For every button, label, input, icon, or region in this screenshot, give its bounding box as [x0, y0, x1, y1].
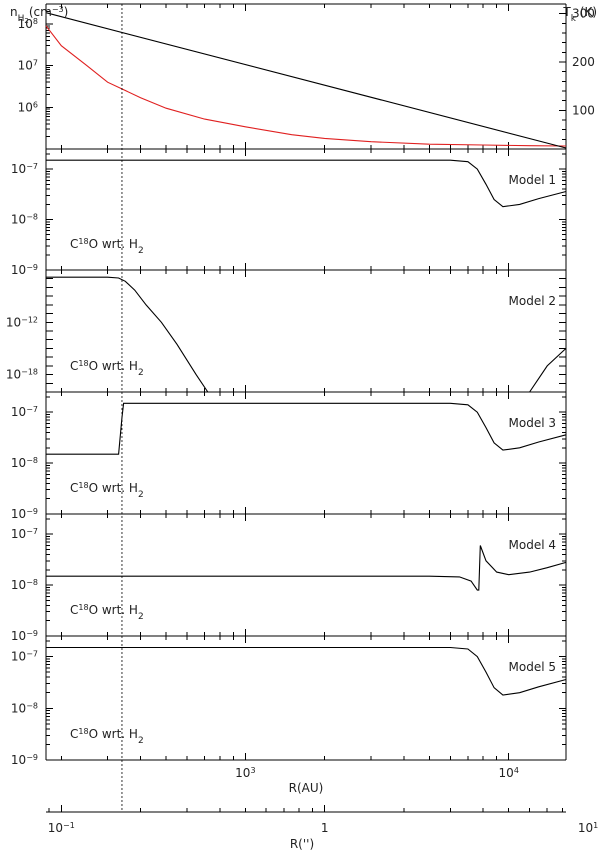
au-tick-label: 104	[499, 766, 519, 781]
y-tick-label: 107	[18, 58, 38, 73]
y-tick-label: 10−12	[6, 315, 38, 330]
temperature-tick-label: 100	[572, 103, 595, 117]
model-2-abundance-curve	[46, 276, 567, 393]
model-1-label: Model 1	[509, 173, 556, 187]
model-5-species-label: C18O wrt. H2	[70, 727, 144, 747]
model-1-panel: Model 1 C18O wrt. H2	[46, 149, 567, 271]
y-tick-label: 10−7	[11, 162, 38, 177]
y-tick-label: 10−9	[11, 507, 38, 522]
model-3-abundance-curve	[46, 402, 567, 455]
arcsec-tick-label: 10−1	[48, 821, 75, 836]
model-3-panel: Model 3 C18O wrt. H2	[46, 392, 567, 515]
au-axis-label: R(AU)	[289, 781, 324, 795]
y-tick-label: 10−8	[11, 701, 38, 716]
model-5-abundance-curve	[46, 646, 567, 696]
y-tick-label: 10−9	[11, 263, 38, 278]
model-1-abundance-curve	[46, 159, 567, 208]
model-1-species-label: C18O wrt. H2	[70, 237, 144, 257]
model-3-species-label: C18O wrt. H2	[70, 481, 144, 501]
model-2-label: Model 2	[509, 294, 556, 308]
temperature-tick-label: 200	[572, 55, 595, 69]
arcsec-tick-label: 101	[578, 821, 598, 836]
density-temperature-panel: 100 200 300 nH2(cm−3) Tk (K)	[10, 3, 597, 150]
y-tick-label: 10−9	[11, 753, 38, 768]
y-tick-label: 10−7	[11, 649, 38, 664]
model-2-panel: Model 2 C18O wrt. H2	[46, 269, 567, 393]
y-tick-label: 10−8	[11, 456, 38, 471]
y-tick-label: 108	[18, 16, 38, 31]
y-tick-label: 10−9	[11, 629, 38, 644]
y-tick-label: 10−8	[11, 212, 38, 227]
arcsec-axis-label: R('')	[290, 837, 314, 851]
y-tick-label: 10−7	[11, 405, 38, 420]
y-tick-label: 10−18	[6, 367, 38, 382]
y-tick-label: 106	[18, 100, 38, 115]
model-4-label: Model 4	[509, 538, 556, 552]
temperature-tick-label: 300	[572, 7, 595, 21]
arcsec-tick-label: 1	[321, 821, 329, 835]
model-4-abundance-curve	[46, 545, 567, 591]
y-tick-label: 10−8	[11, 578, 38, 593]
temperature-curve	[45, 12, 567, 149]
y-tick-label: 10−7	[11, 527, 38, 542]
density-axis-label: nH2(cm−3)	[10, 5, 68, 26]
model-3-label: Model 3	[509, 416, 556, 430]
model-4-panel: Model 4 C18O wrt. H2	[46, 514, 567, 637]
density-curve	[45, 25, 567, 147]
model-5-label: Model 5	[509, 660, 556, 674]
model-2-species-label: C18O wrt. H2	[70, 359, 144, 379]
model-5-panel: Model 5 C18O wrt. H2	[46, 636, 567, 761]
model-4-species-label: C18O wrt. H2	[70, 603, 144, 623]
temperature-axis-label: Tk (K)	[562, 5, 597, 24]
au-tick-label: 103	[235, 766, 255, 781]
